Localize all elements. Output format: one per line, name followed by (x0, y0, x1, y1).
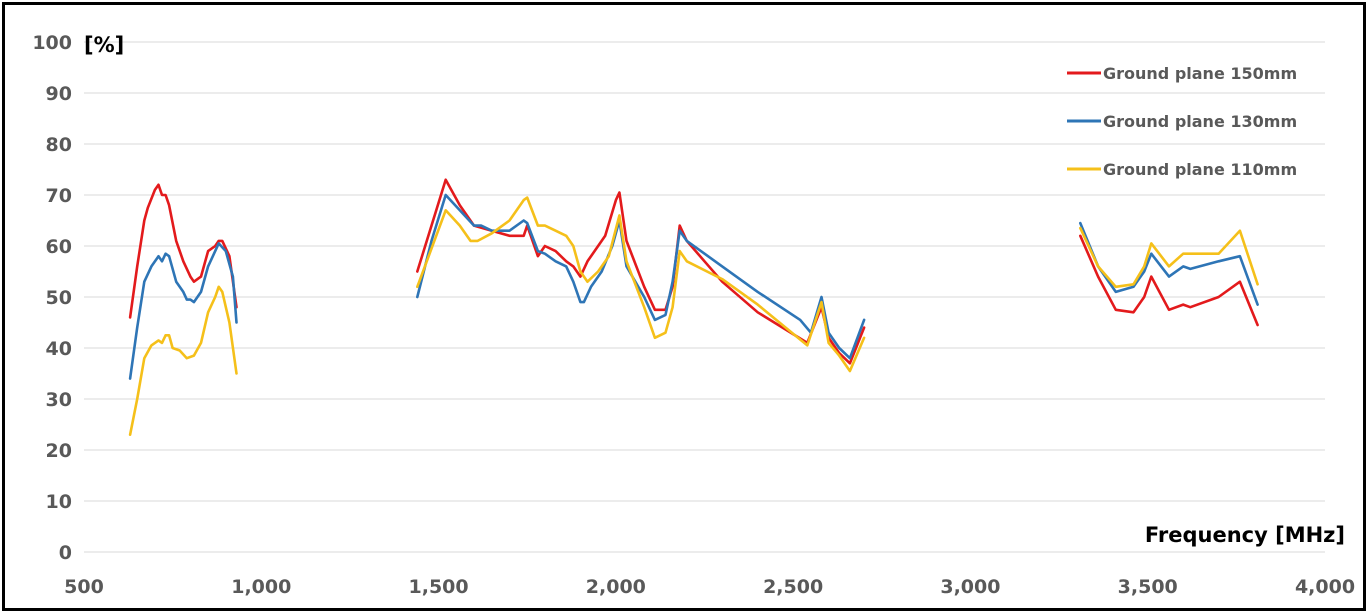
y-tick-label-50: 50 (46, 287, 72, 309)
series-2-line-segment-1 (128, 242, 238, 380)
y-tick-label-80: 80 (46, 134, 72, 156)
y-tick-label-10: 10 (46, 491, 72, 513)
x-axis-tick-labels: 500 1,000 1,500 2,000 2,500 3,000 3,500 4,000 (64, 576, 1355, 598)
series-2-line-segment-3 (1079, 221, 1259, 306)
series-3-line-segment-3 (1079, 226, 1259, 289)
grid-lines (84, 41, 1325, 553)
x-tick-label-500: 500 (64, 576, 104, 598)
x-tick-label-3500: 3,500 (1118, 576, 1178, 598)
x-tick-label-2000: 2,000 (586, 576, 646, 598)
series-1-line-segment-3 (1079, 234, 1259, 327)
series-3-line-segment-2 (415, 196, 866, 373)
x-tick-label-4000: 4,000 (1295, 576, 1355, 598)
y-tick-label-0: 0 (59, 542, 72, 564)
legend-label-3: Ground plane 110mm (1103, 160, 1297, 179)
x-tick-label-3000: 3,000 (940, 576, 1000, 598)
legend-label-1: Ground plane 150mm (1103, 64, 1297, 83)
y-tick-label-60: 60 (46, 236, 72, 258)
y-tick-label-100: 100 (32, 32, 72, 54)
series-1-line-segment-1 (128, 183, 238, 319)
y-axis-tick-labels: 0 10 20 30 40 50 60 70 80 90 100 (32, 32, 72, 564)
y-tick-label-20: 20 (46, 440, 72, 462)
y-tick-label-30: 30 (46, 389, 72, 411)
x-axis-title: Frequency [MHz] (1145, 523, 1345, 547)
x-tick-label-2500: 2,500 (763, 576, 823, 598)
y-tick-label-70: 70 (46, 185, 72, 207)
y-tick-label-40: 40 (46, 338, 72, 360)
x-tick-label-1000: 1,000 (231, 576, 291, 598)
series-2-line-segment-2 (415, 193, 866, 360)
series-lines (128, 178, 1259, 437)
series-1-line-segment-2 (415, 178, 866, 365)
y-axis-unit-label: [%] (84, 33, 124, 57)
y-tick-label-90: 90 (46, 83, 72, 105)
legend-label-2: Ground plane 130mm (1103, 112, 1297, 131)
x-tick-label-1500: 1,500 (409, 576, 469, 598)
legend: Ground plane 150mm Ground plane 130mm Grou… (1067, 64, 1297, 179)
series-3-line-segment-1 (128, 285, 238, 437)
